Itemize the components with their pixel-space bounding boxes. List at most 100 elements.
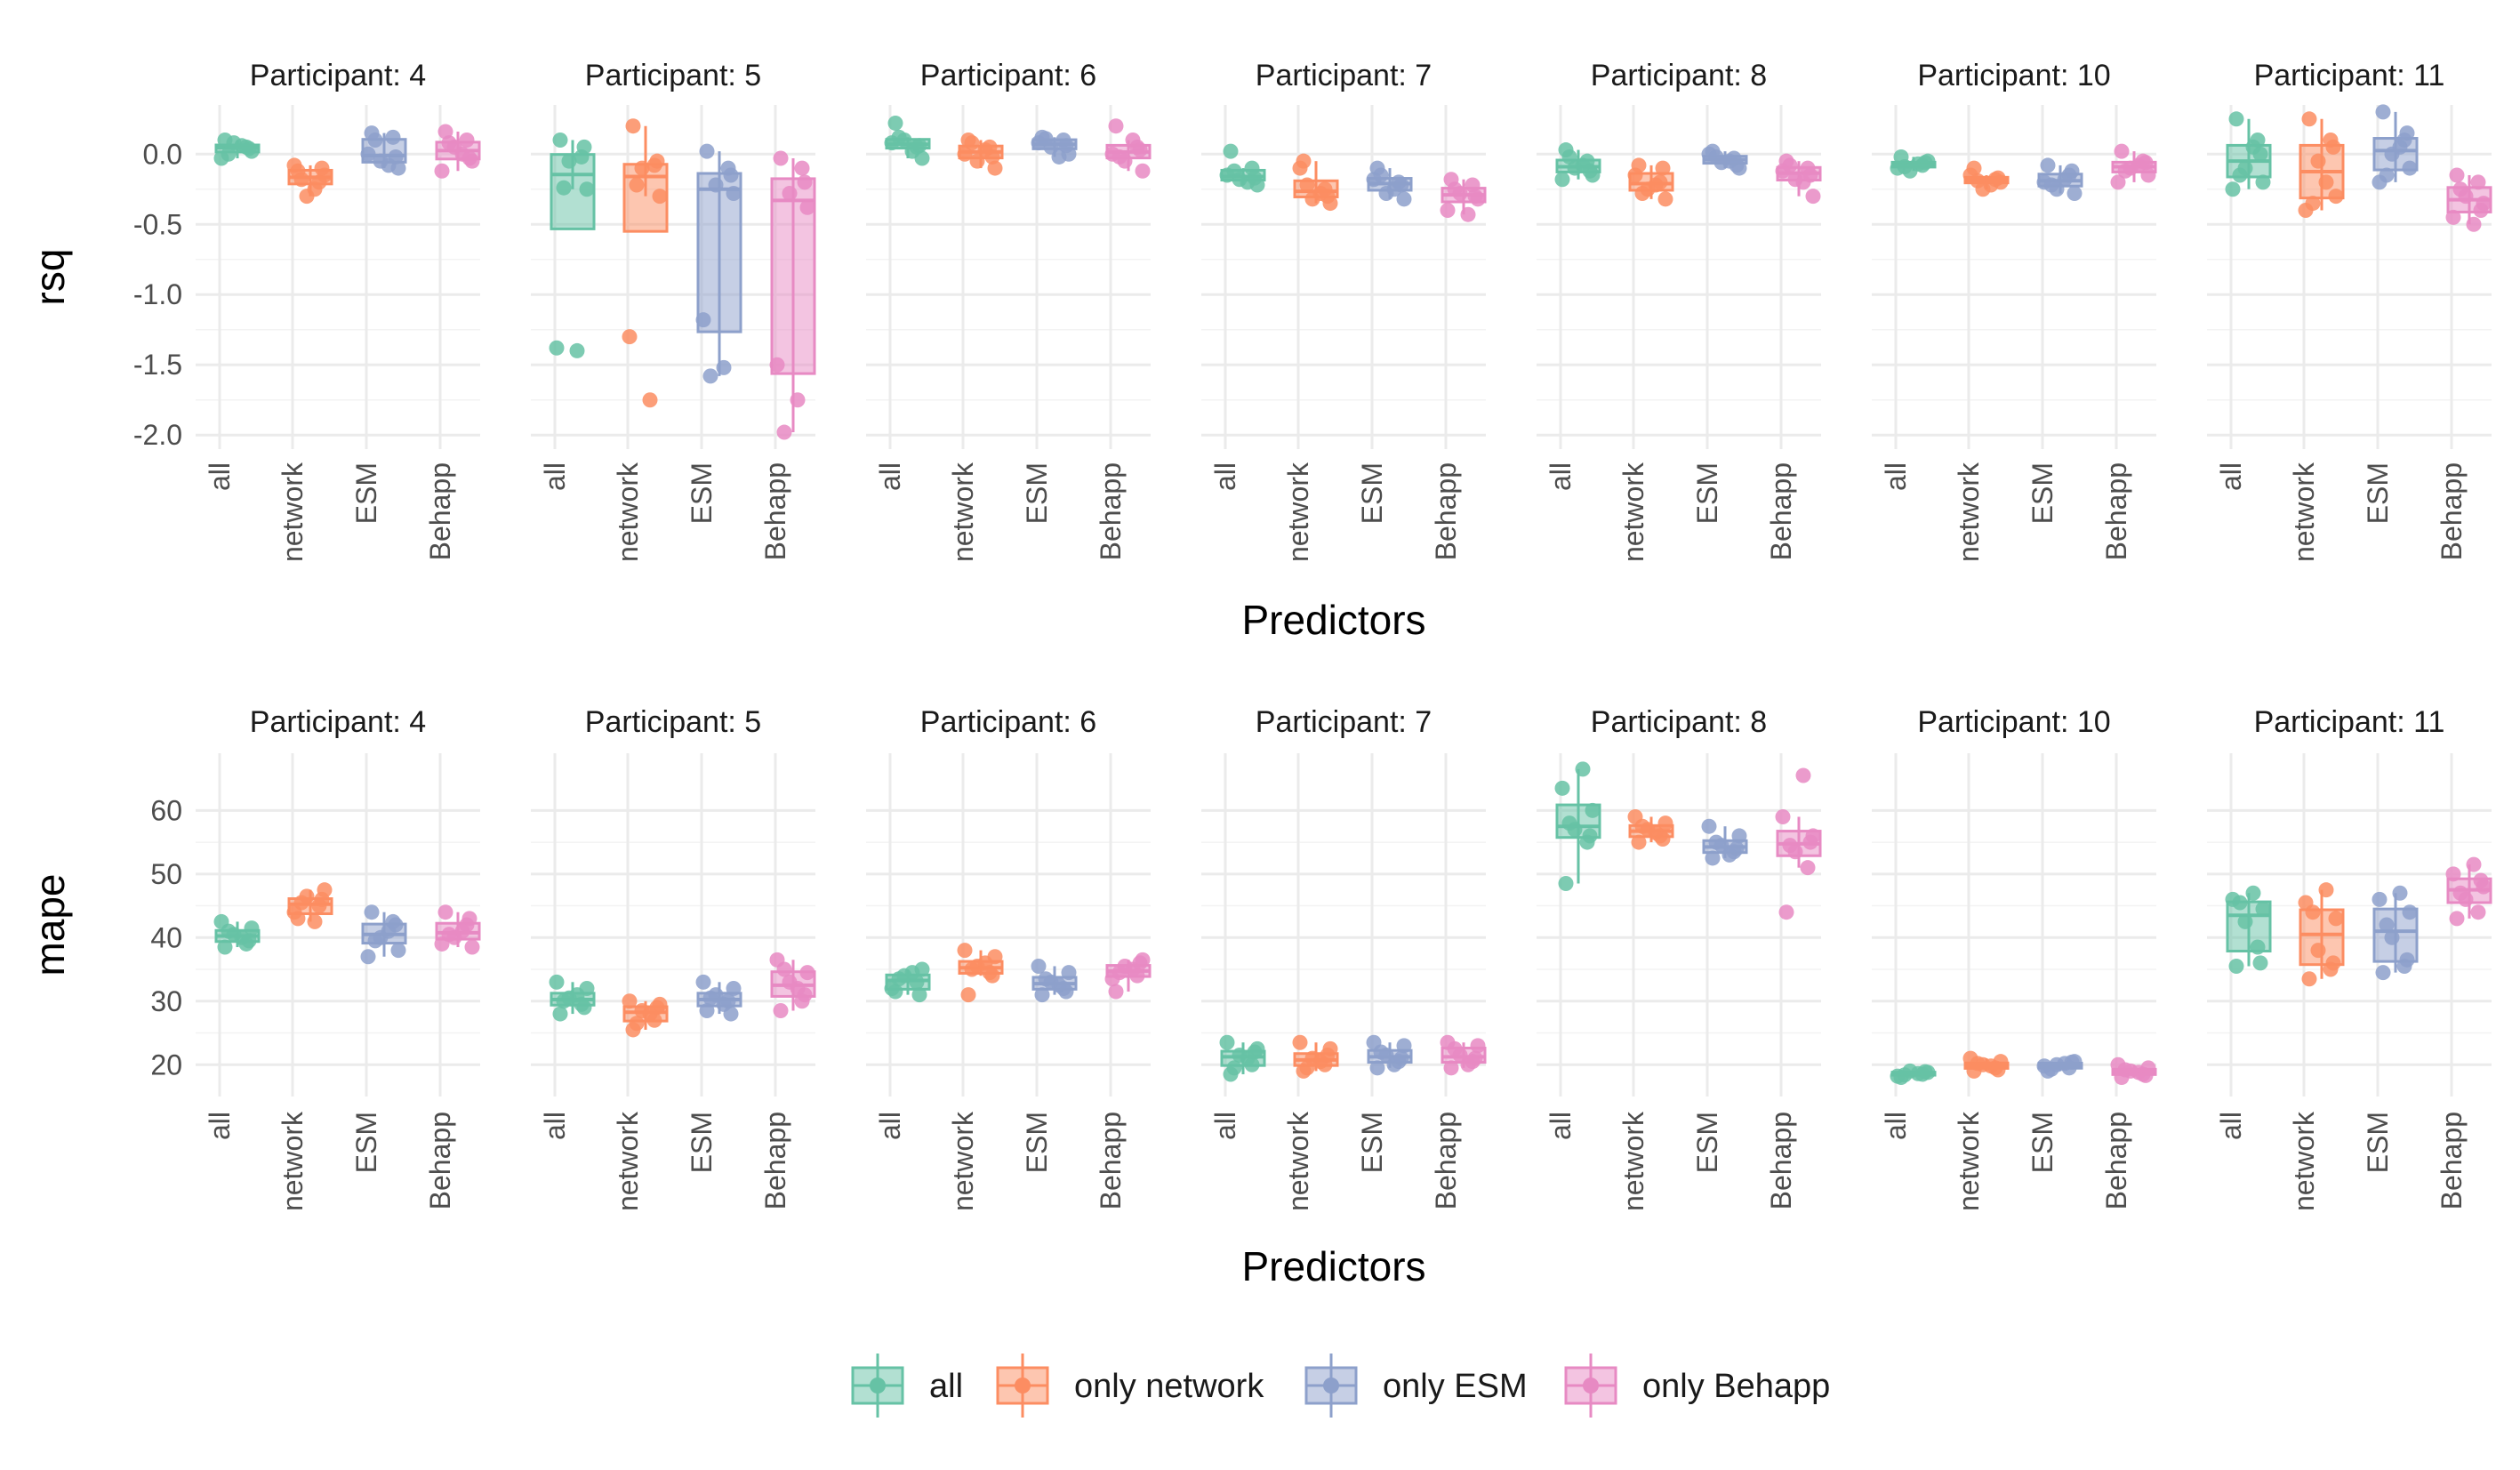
y-axis-title: rsq (27, 249, 73, 306)
data-point (293, 895, 309, 911)
box-ESM (2036, 1054, 2083, 1079)
data-point (1108, 118, 1124, 134)
data-point (790, 392, 806, 408)
box-all (2225, 885, 2272, 974)
data-point (286, 157, 302, 173)
data-point (2318, 882, 2334, 898)
x-tick-label: Behapp (424, 1112, 456, 1209)
data-point (773, 1003, 789, 1018)
data-point (702, 368, 718, 384)
data-point (461, 911, 478, 927)
data-point (2392, 885, 2408, 901)
box-all (884, 961, 931, 1003)
data-point (576, 139, 592, 155)
data-point (1775, 808, 1791, 824)
data-point (622, 993, 638, 1009)
data-point (1247, 170, 1263, 186)
data-point (776, 961, 792, 977)
facet-panel: Participant: 6 all network ESM Behapp (866, 705, 1152, 1211)
legend-key-point (1583, 1378, 1599, 1394)
data-point (1634, 186, 1650, 202)
data-point (2445, 866, 2461, 882)
data-point (984, 968, 1000, 984)
facet-panel: Participant: 5 all network ESM Behapp (531, 59, 816, 562)
box-Behapp (1104, 952, 1152, 1000)
data-point (1708, 834, 1724, 850)
data-point (2449, 911, 2465, 927)
data-point (388, 917, 404, 933)
data-point (1802, 167, 1818, 183)
box-network (1292, 1034, 1339, 1079)
data-point (2310, 153, 2326, 169)
x-tick-label: all (874, 462, 906, 491)
data-point (1800, 860, 1816, 876)
data-point (1373, 167, 1389, 183)
data-point (2325, 955, 2341, 971)
legend-key-point (1015, 1378, 1031, 1394)
data-point (1440, 202, 1456, 218)
data-point (2255, 174, 2271, 190)
box-Behapp (434, 124, 481, 179)
data-point (984, 149, 1000, 165)
box-network (2298, 111, 2345, 218)
y-tick-label: 20 (150, 1048, 182, 1080)
box-ESM (2372, 104, 2419, 190)
data-point (723, 167, 739, 183)
x-tick-label: all (1880, 462, 1912, 491)
data-point (1917, 155, 1933, 171)
legend-label: only ESM (1383, 1368, 1528, 1405)
data-point (2305, 196, 2321, 212)
data-point (1226, 163, 1242, 179)
x-tick-label: ESM (2362, 1112, 2394, 1173)
data-point (964, 135, 980, 151)
data-point (364, 904, 380, 920)
box-ESM (695, 974, 742, 1022)
facet-panel: Participant: 4 all network ESM Behapp (196, 59, 481, 562)
data-point (797, 174, 813, 190)
box-all (1890, 1063, 1937, 1086)
x-tick-label: Behapp (1765, 462, 1797, 560)
data-point (1061, 965, 1077, 981)
facet-label: Participant: 10 (1917, 705, 2110, 739)
data-point (911, 987, 927, 1003)
data-point (1226, 1060, 1242, 1076)
data-point (1112, 149, 1128, 165)
data-point (649, 153, 665, 169)
data-point (2237, 913, 2253, 929)
data-point (2064, 1054, 2080, 1070)
data-point (579, 181, 595, 197)
data-point (441, 927, 457, 943)
data-point (957, 146, 973, 162)
x-tick-label: Behapp (1095, 462, 1127, 560)
data-point (2301, 971, 2317, 987)
y-tick-label: 60 (150, 794, 182, 826)
data-point (1292, 160, 1308, 176)
data-point (1132, 142, 1148, 158)
x-tick-label: network (2288, 462, 2320, 562)
y-tick-label: 50 (150, 858, 182, 890)
data-point (776, 424, 792, 440)
box-ESM (2036, 157, 2083, 202)
facet-panel: Participant: 7 all network ESM Behapp (1201, 59, 1487, 562)
legend-key-point (1323, 1378, 1339, 1394)
data-point (2245, 885, 2261, 901)
data-point (437, 904, 453, 920)
data-point (2301, 111, 2317, 127)
data-point (716, 359, 732, 375)
legend-label: all (929, 1368, 963, 1405)
data-point (1031, 958, 1047, 974)
data-point (1393, 1050, 1409, 1066)
box-ESM (1701, 143, 1748, 176)
data-point (1897, 1067, 1913, 1083)
data-point (1034, 987, 1050, 1003)
legend-item: all (851, 1354, 963, 1418)
data-point (549, 974, 565, 990)
data-point (642, 392, 658, 408)
data-point (2043, 177, 2059, 193)
data-point (1655, 831, 1671, 847)
legend-label: only network (1074, 1368, 1264, 1405)
facet-label: Participant: 5 (585, 59, 761, 92)
box-network (622, 118, 669, 408)
facet-label: Participant: 4 (250, 59, 426, 92)
data-point (2473, 872, 2489, 888)
